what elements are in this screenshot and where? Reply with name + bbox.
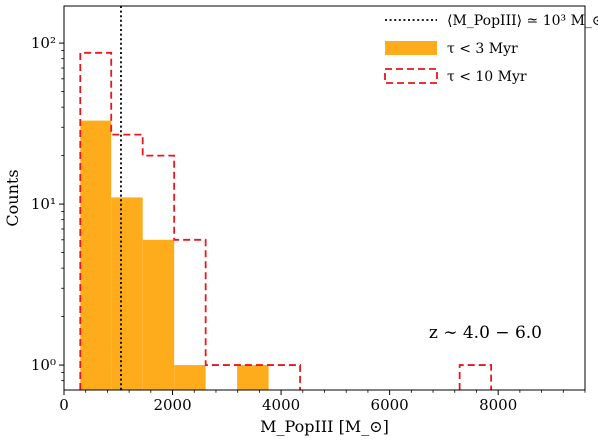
bar-4: [237, 365, 269, 390]
legend-vline-label: ⟨M_PopIII⟩ ≃ 10³ M_⊙: [447, 13, 598, 29]
legend-step-swatch: [384, 68, 438, 84]
y-axis-label: Counts: [3, 169, 22, 226]
legend: ⟨M_PopIII⟩ ≃ 10³ M_⊙ τ < 3 Myr τ < 10 Myr: [384, 13, 598, 85]
bar-1: [111, 197, 143, 390]
y-tick-label: 10²: [31, 34, 56, 52]
axes-layer: 0 2000 4000 6000 8000 10⁰ 10¹ 10² M_PopIII [M_⊙]…: [3, 5, 586, 436]
x-tick-label: 2000: [153, 396, 191, 414]
x-tick-label: 8000: [479, 396, 517, 414]
legend-filled-swatch: [385, 41, 437, 55]
x-tick-label: 4000: [262, 396, 300, 414]
x-tick-label: 0: [59, 396, 69, 414]
x-tick-label: 6000: [371, 396, 409, 414]
step-outline-1: [458, 364, 493, 390]
redshift-annotation: z ∼ 4.0 − 6.0: [429, 323, 542, 343]
bar-2: [142, 239, 175, 390]
y-tick-label: 10⁰: [31, 356, 56, 374]
y-tick-label: 10¹: [31, 195, 56, 213]
x-axis-label: M_PopIII [M_⊙]: [260, 417, 389, 436]
bar-0: [80, 120, 112, 391]
bar-3: [174, 365, 206, 390]
bars-layer: [80, 120, 269, 391]
legend-filled-label: τ < 3 Myr: [447, 41, 518, 57]
legend-step-label: τ < 10 Myr: [447, 69, 527, 85]
step-outline-0: [79, 51, 301, 390]
steps-layer: [79, 51, 493, 390]
